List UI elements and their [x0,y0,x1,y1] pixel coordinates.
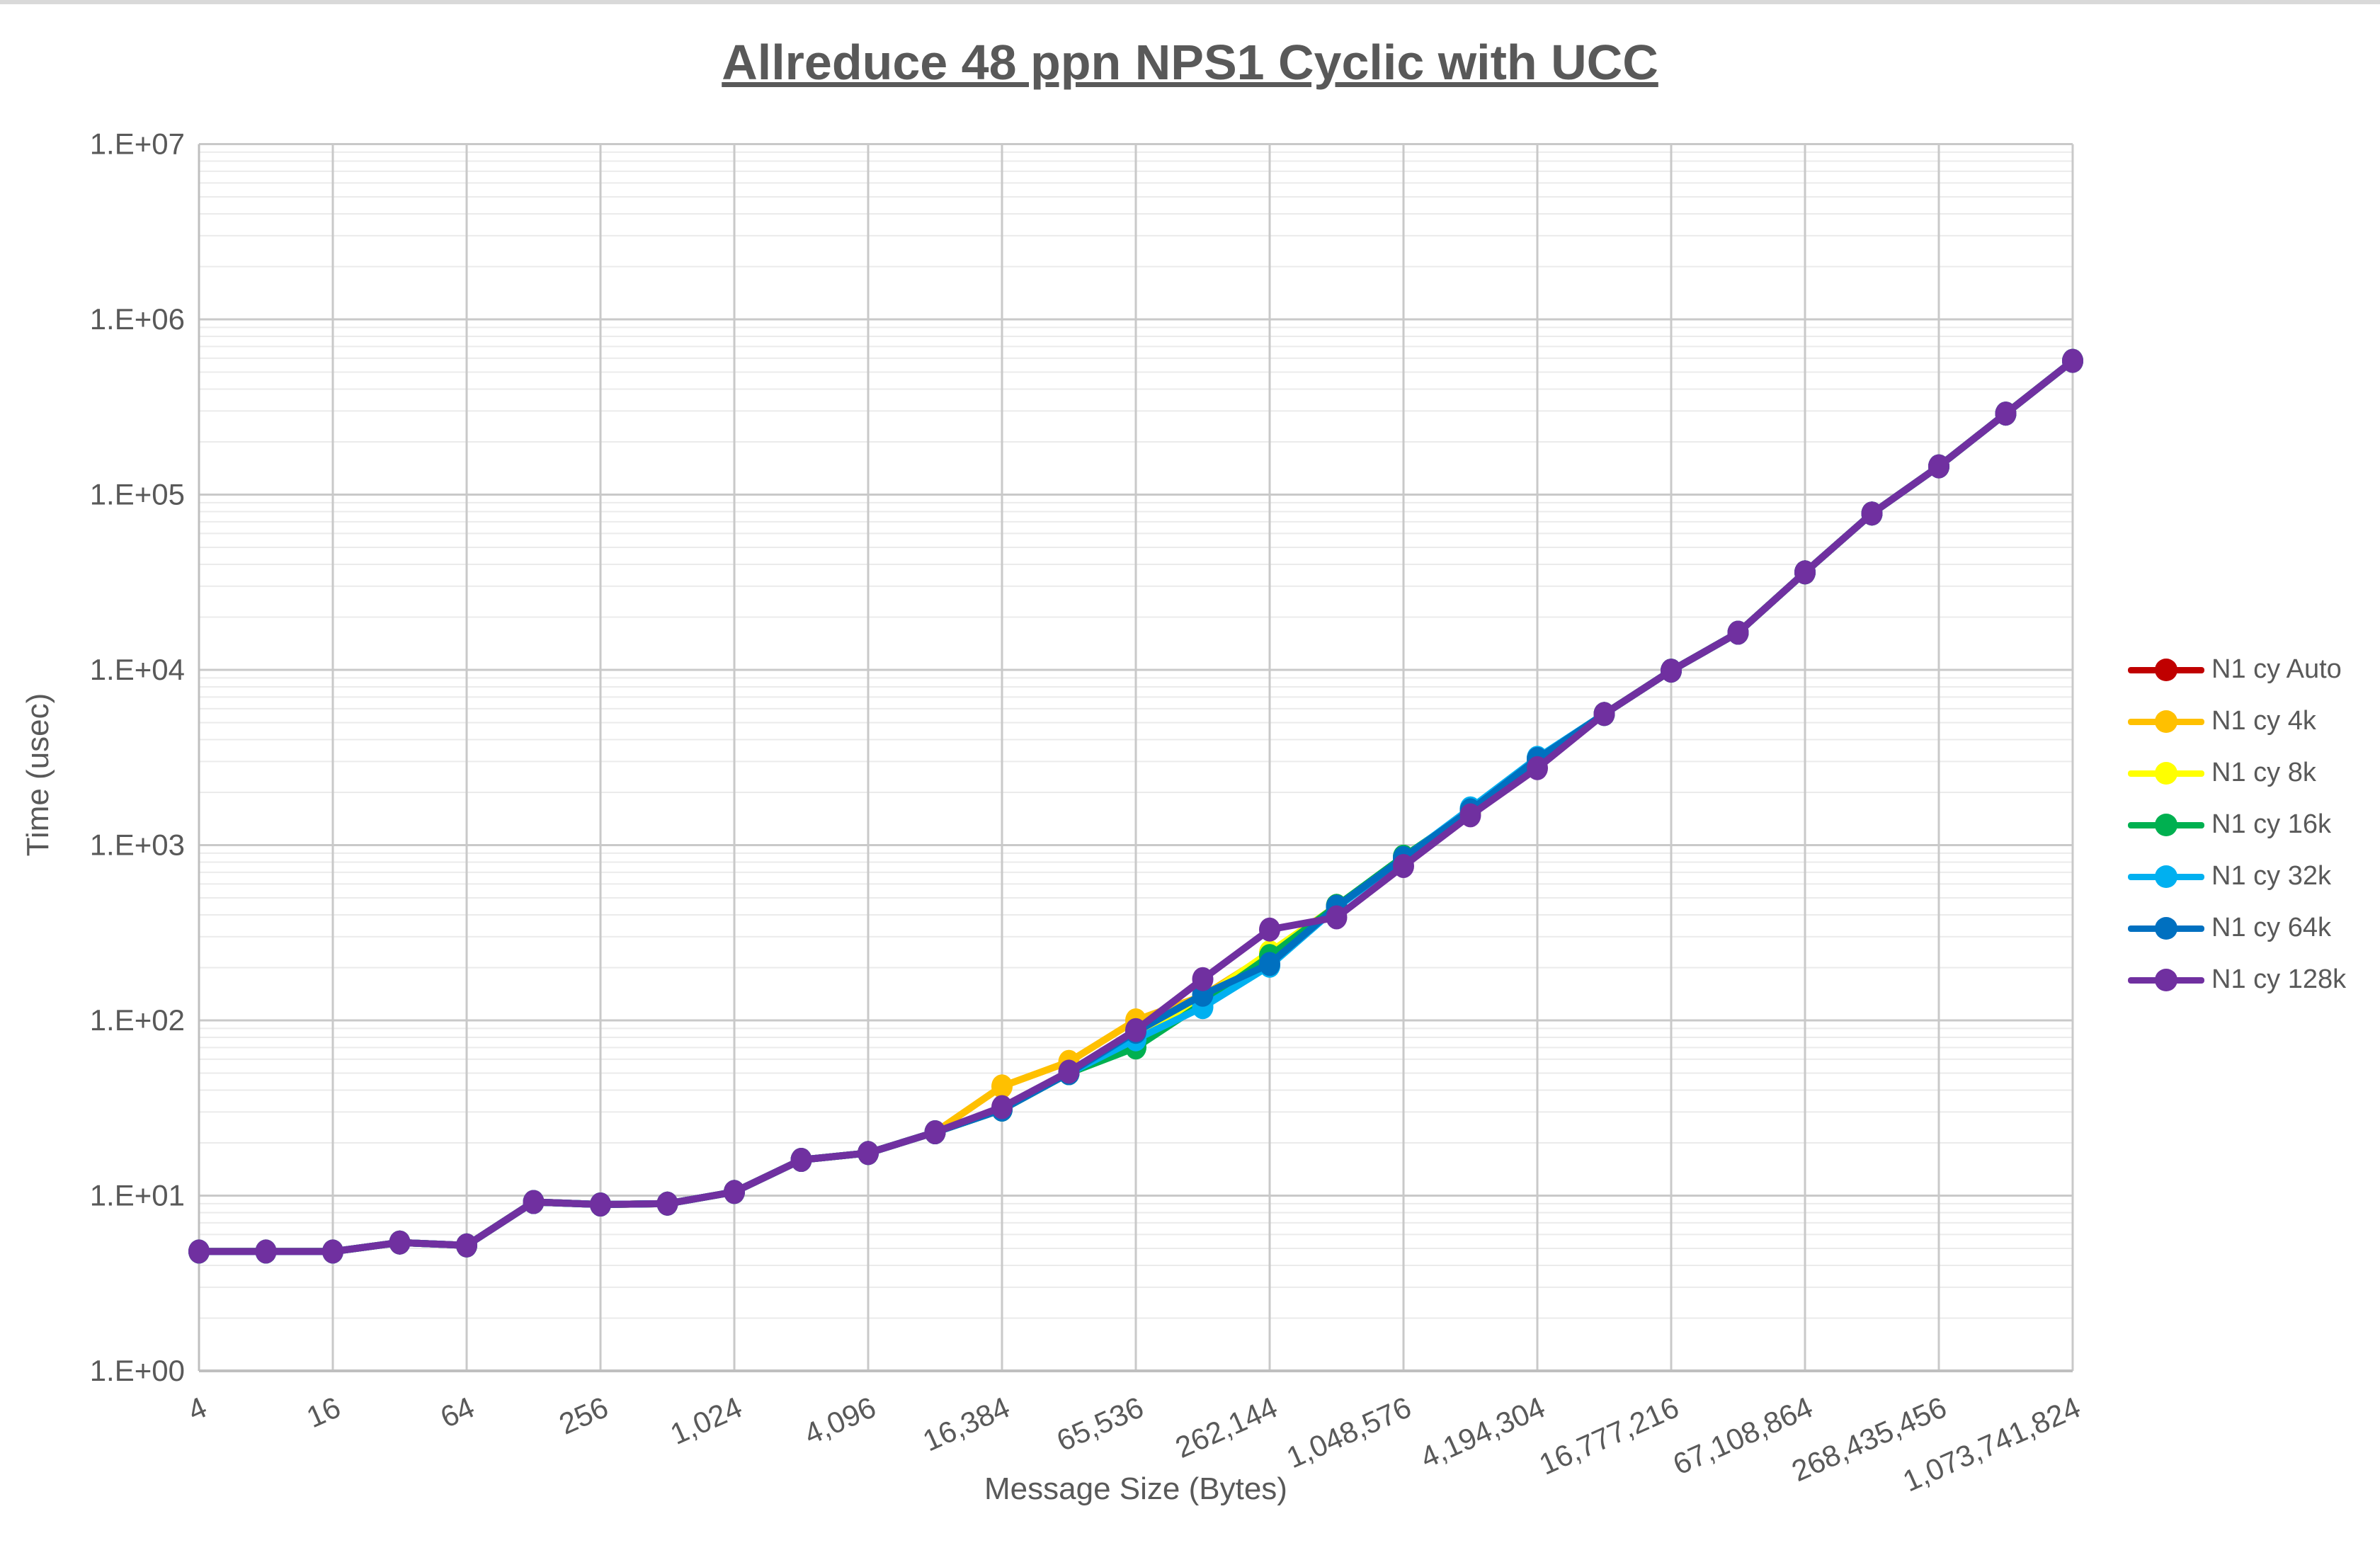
legend-item-n1-cy-auto: N1 cy Auto [2128,644,2346,695]
axis-tick-labels: 1.E+00 1.E+01 1.E+02 1.E+03 1.E+04 1.E+05 1.E+… [90,127,2085,1498]
x-tick-label: 1,024 [666,1390,747,1451]
data-point-n1-cy-128k [1125,1018,1146,1042]
legend-item-n1-cy-8k: N1 cy 8k [2128,747,2346,799]
legend-marker-icon [2128,968,2204,992]
data-point-n1-cy-128k [1459,803,1481,828]
legend-label: N1 cy 8k [2211,758,2316,787]
data-point-n1-cy-128k [322,1239,343,1264]
legend-item-n1-cy-128k: N1 cy 128k [2128,954,2346,1006]
data-point-n1-cy-128k [656,1191,678,1216]
data-point-n1-cy-128k [991,1095,1013,1120]
y-tick-label: 1.E+00 [90,1354,185,1387]
data-point-n1-cy-128k [255,1239,277,1264]
y-tick-label: 1.E+01 [90,1179,185,1212]
legend-label: N1 cy 32k [2211,861,2331,891]
legend-item-n1-cy-32k: N1 cy 32k [2128,850,2346,902]
data-point-n1-cy-128k [389,1230,411,1255]
x-tick-label: 65,536 [1052,1390,1148,1457]
gridlines-major [198,143,2074,1372]
y-tick-label: 1.E+02 [90,1003,185,1037]
x-tick-label: 16,777,216 [1534,1390,1683,1481]
legend-item-n1-cy-64k: N1 cy 64k [2128,902,2346,954]
data-point-n1-cy-128k [188,1239,210,1264]
legend-marker-icon [2128,658,2204,682]
data-point-n1-cy-128k [1861,501,1883,526]
x-tick-label: 4,194,304 [1416,1390,1550,1474]
y-axis-title: Time (usec) [21,693,55,857]
data-point-n1-cy-128k [1527,756,1548,780]
series-n1-cy-128k [188,348,2083,1264]
data-point-n1-cy-128k [1259,917,1280,942]
data-point-n1-cy-4k [991,1074,1013,1099]
data-point-n1-cy-64k [1259,952,1280,976]
x-tick-label: 64 [435,1390,479,1434]
data-point-n1-cy-128k [1058,1059,1080,1084]
x-tick-label: 262,144 [1171,1390,1282,1464]
data-point-n1-cy-128k [1192,967,1214,991]
chart-title: Allreduce 48 ppn NPS1 Cyclic with UCC [722,35,1658,90]
series-group [188,348,2083,1264]
x-tick-label: 256 [554,1390,613,1440]
data-point-n1-cy-128k [523,1190,545,1214]
legend-label: N1 cy 4k [2211,706,2316,736]
x-tick-label: 4 [183,1390,211,1427]
data-point-n1-cy-128k [456,1233,477,1258]
data-point-n1-cy-128k [1593,702,1615,727]
y-tick-label: 1.E+07 [90,127,185,161]
x-tick-label: 4,096 [799,1390,881,1451]
x-tick-label: 16 [302,1390,346,1434]
legend-marker-icon [2128,761,2204,785]
axis-lines [198,144,2073,1372]
legend-item-n1-cy-4k: N1 cy 4k [2128,695,2346,747]
y-tick-label: 1.E+05 [90,478,185,511]
legend-marker-icon [2128,916,2204,940]
legend-label: N1 cy 64k [2211,913,2331,942]
data-point-n1-cy-128k [1995,401,2017,426]
x-axis-title: Message Size (Bytes) [984,1471,1287,1506]
legend-label: N1 cy Auto [2211,654,2342,684]
legend-label: N1 cy 16k [2211,809,2331,839]
data-point-n1-cy-128k [590,1192,611,1217]
data-point-n1-cy-128k [1928,454,1949,479]
y-tick-label: 1.E+06 [90,302,185,336]
x-tick-label: 16,384 [918,1390,1014,1457]
data-point-n1-cy-128k [1393,854,1414,878]
legend-marker-icon [2128,813,2204,837]
y-tick-label: 1.E+04 [90,653,185,686]
legend-marker-icon [2128,710,2204,734]
legend: N1 cy Auto N1 cy 4k N1 cy 8k N1 cy 16k N1 cy… [2128,644,2346,1006]
data-point-n1-cy-128k [1661,659,1682,683]
data-point-n1-cy-128k [1727,620,1749,645]
data-point-n1-cy-128k [858,1141,879,1166]
data-point-n1-cy-128k [924,1120,946,1144]
data-point-n1-cy-128k [1326,905,1348,930]
data-point-n1-cy-128k [724,1180,745,1204]
data-point-n1-cy-128k [1794,560,1816,585]
legend-label: N1 cy 128k [2211,964,2347,994]
data-point-n1-cy-128k [790,1148,812,1172]
plot-area: 1.E+00 1.E+01 1.E+02 1.E+03 1.E+04 1.E+05 1.E+… [90,127,2085,1498]
x-tick-label: 1,048,576 [1282,1390,1416,1474]
y-tick-label: 1.E+03 [90,828,185,862]
data-point-n1-cy-128k [2062,348,2083,373]
legend-marker-icon [2128,865,2204,889]
legend-item-n1-cy-16k: N1 cy 16k [2128,799,2346,850]
